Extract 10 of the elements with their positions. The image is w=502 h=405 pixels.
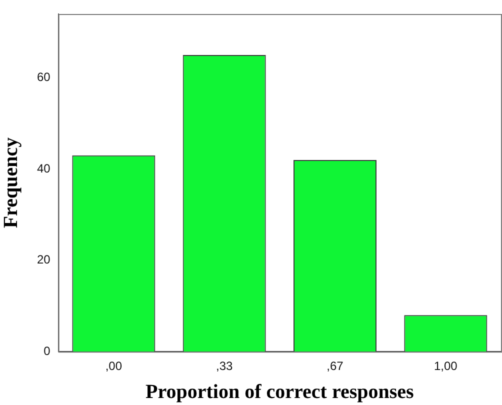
x-tick-label: 1,00 <box>434 359 458 374</box>
y-tick-label: 60 <box>36 70 51 84</box>
x-tick-label: ,00 <box>105 359 122 374</box>
y-tick-label: 20 <box>36 252 51 267</box>
x-tick-label: ,67 <box>326 359 344 374</box>
x-axis-title: Proportion of correct responses <box>146 381 414 404</box>
x-tick-label: ,33 <box>216 359 234 374</box>
y-tick-label: 40 <box>36 161 51 176</box>
y-tick-label: 0 <box>44 344 51 358</box>
y-axis-title: Frequency <box>0 137 22 228</box>
